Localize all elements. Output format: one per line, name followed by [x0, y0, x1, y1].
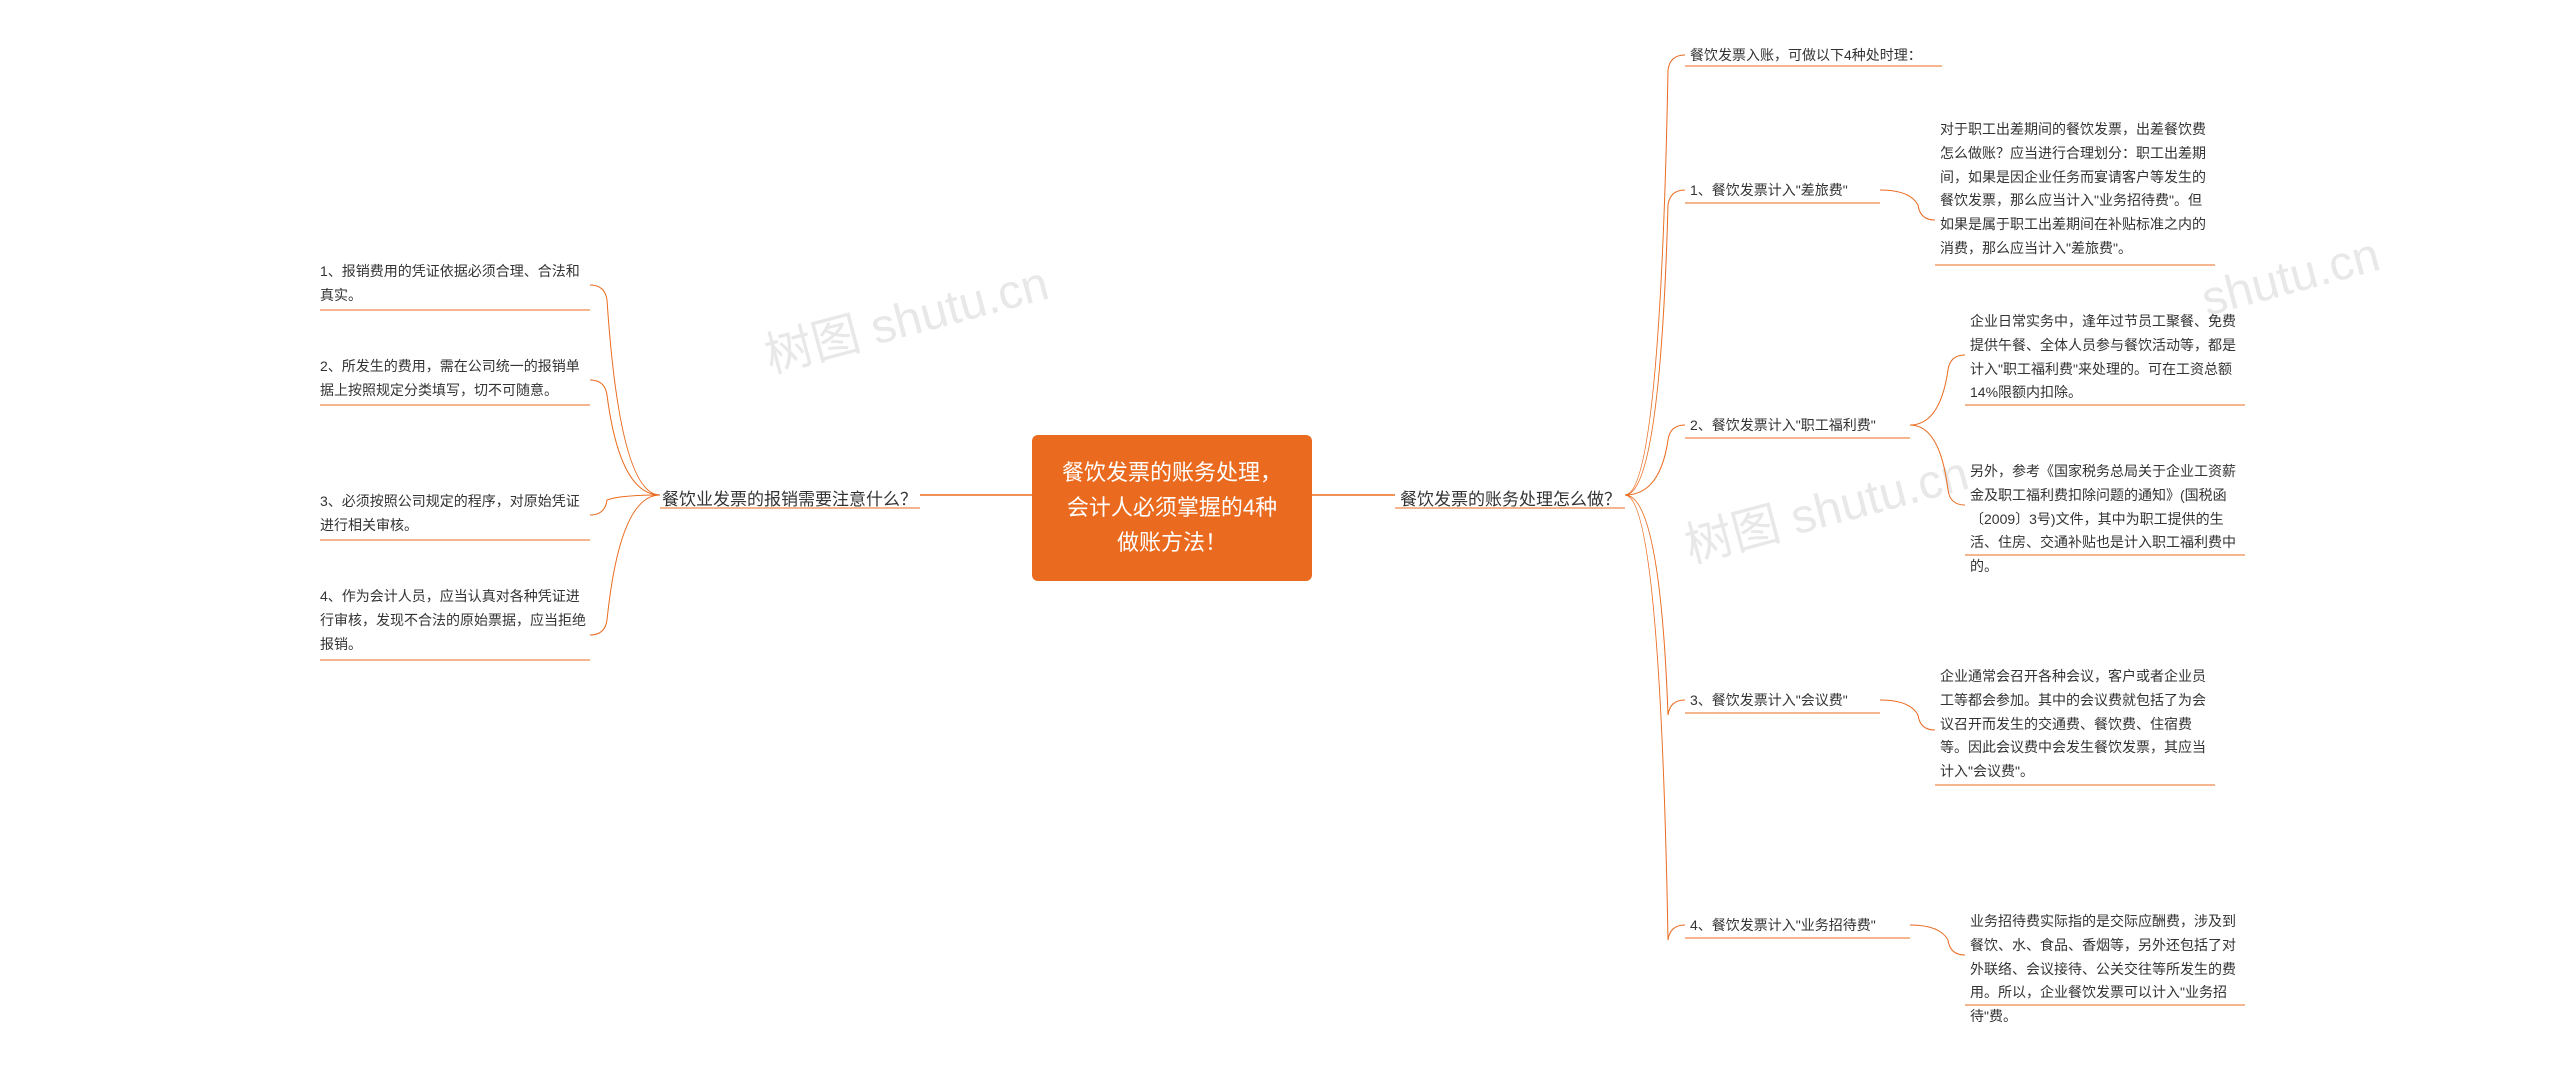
mindmap-container: 餐饮发票的账务处理，会计人必须掌握的4种做账方法！ 餐饮业发票的报销需要注意什么…	[0, 0, 2560, 1075]
connectors-svg	[0, 0, 2560, 1075]
